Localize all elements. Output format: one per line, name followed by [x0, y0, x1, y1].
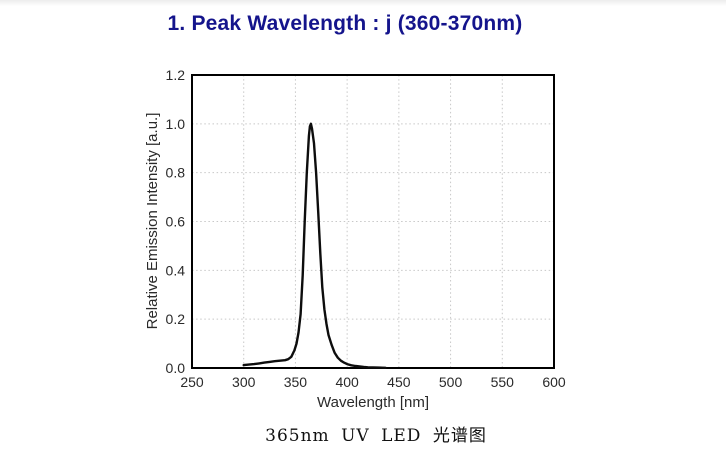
y-tick-label: 0.4	[166, 262, 186, 278]
x-axis-label: Wavelength [nm]	[317, 394, 429, 411]
page-top-edge	[0, 0, 726, 6]
x-tick-label: 550	[491, 374, 515, 390]
x-tick-label: 400	[335, 374, 359, 390]
y-tick-label: 0.2	[166, 311, 186, 327]
y-tick-label: 0.0	[166, 360, 186, 376]
y-tick-label: 1.0	[166, 116, 186, 132]
y-tick-label: 0.8	[166, 165, 186, 181]
x-tick-label: 350	[284, 374, 308, 390]
y-tick-label: 1.2	[166, 67, 186, 83]
x-tick-label: 300	[232, 374, 256, 390]
x-tick-label: 250	[180, 374, 204, 390]
x-tick-label: 500	[439, 374, 463, 390]
x-tick-label: 600	[542, 374, 566, 390]
page-title: 1. Peak Wavelength : j (360-370nm)	[167, 12, 523, 35]
y-tick-label: 0.6	[166, 214, 186, 230]
spectrum-curve	[242, 122, 387, 369]
x-tick-label: 450	[387, 374, 411, 390]
figure-caption: 365nm UV LED 光谱图	[265, 426, 487, 446]
y-axis-label: Relative Emission Intensity [a.u.]	[144, 113, 161, 330]
